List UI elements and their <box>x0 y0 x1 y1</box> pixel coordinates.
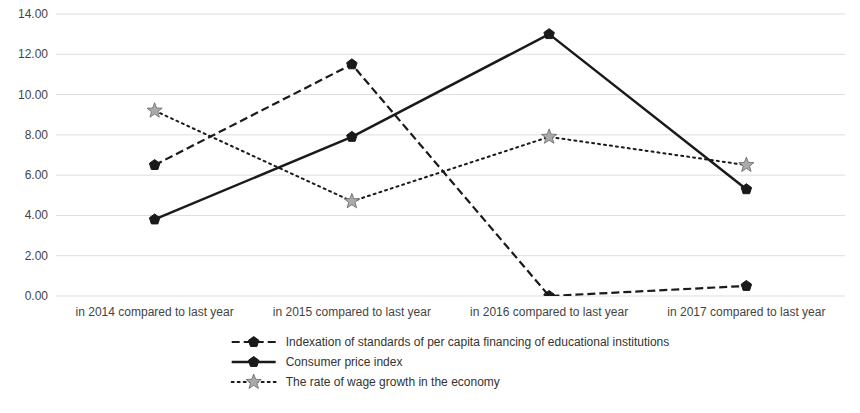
chart: 0.00 2.00 4.00 6.00 8.00 10.00 12.00 14.00 in 20… <box>0 0 860 413</box>
y-tick-label: 8.00 <box>25 128 49 142</box>
x-tick-label: in 2014 compared to last year <box>76 305 234 319</box>
point <box>149 214 159 224</box>
series-line <box>155 111 747 202</box>
plot-area <box>147 29 754 296</box>
legend-marker <box>248 337 258 347</box>
grid-line <box>56 54 845 55</box>
y-tick-label: 10.00 <box>18 88 48 102</box>
point <box>149 160 159 170</box>
point <box>347 131 357 141</box>
legend-label: Indexation of standards of per capita fi… <box>286 335 670 349</box>
y-tick-label: 2.00 <box>25 249 49 263</box>
y-tick-label: 12.00 <box>18 47 48 61</box>
point <box>542 129 557 143</box>
legend-marker <box>248 357 258 367</box>
point <box>741 184 751 194</box>
y-tick-label: 4.00 <box>25 208 49 222</box>
grid-line <box>56 255 845 256</box>
grid-line <box>56 94 845 95</box>
y-tick-label: 0.00 <box>25 289 49 303</box>
point <box>344 193 359 207</box>
x-tick-label: in 2017 compared to last year <box>667 305 825 319</box>
legend-label: Consumer price index <box>286 355 403 369</box>
x-tick-label: in 2015 compared to last year <box>273 305 431 319</box>
series-line <box>155 64 747 296</box>
legend-marker <box>246 374 261 388</box>
point <box>544 29 554 39</box>
point <box>741 280 751 290</box>
grid-line <box>56 296 845 297</box>
grid <box>56 14 845 296</box>
x-tick-label: in 2016 compared to last year <box>470 305 628 319</box>
grid-line <box>56 134 845 135</box>
point <box>347 59 357 69</box>
point <box>544 291 554 297</box>
y-tick-label: 6.00 <box>25 168 49 182</box>
grid-line <box>56 215 845 216</box>
point <box>739 157 754 171</box>
legend: Indexation of standards of per capita fi… <box>232 335 670 389</box>
y-tick-label: 14.00 <box>18 7 48 21</box>
legend-label: The rate of wage growth in the economy <box>286 375 500 389</box>
grid-line <box>56 14 845 15</box>
series-line <box>155 34 747 219</box>
point <box>147 103 162 117</box>
